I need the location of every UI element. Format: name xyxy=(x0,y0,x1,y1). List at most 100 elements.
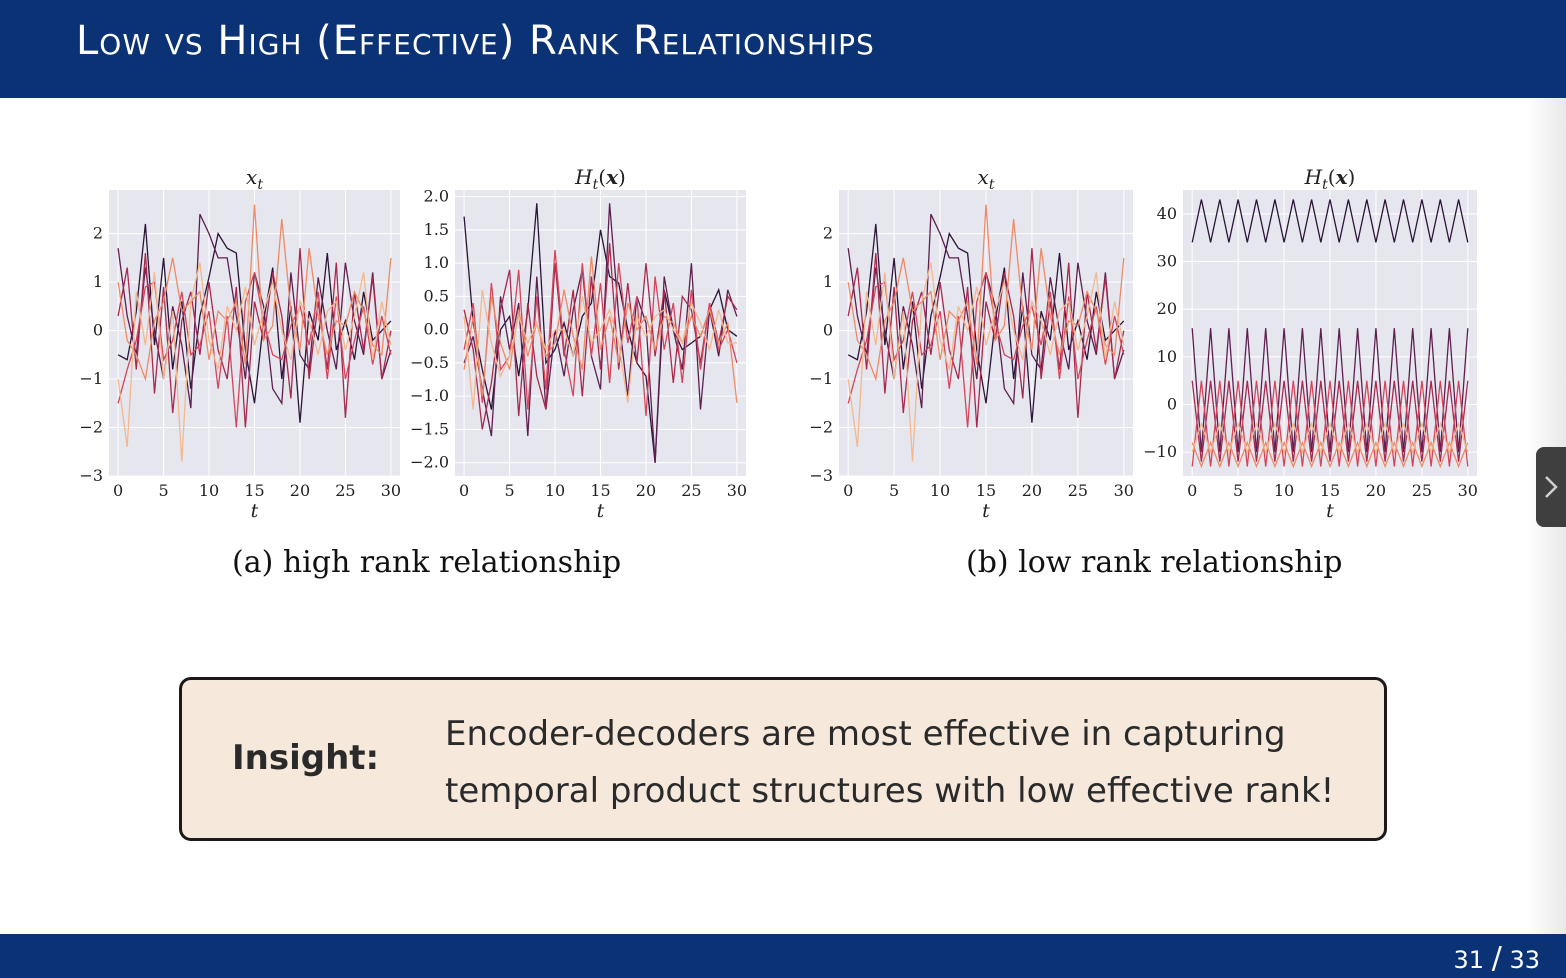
y-tick-label: 20 xyxy=(1157,299,1177,318)
x-tick-label: 15 xyxy=(1320,481,1340,500)
y-tick-label: −10 xyxy=(1143,442,1177,461)
next-slide-button[interactable] xyxy=(1536,447,1566,527)
y-tick-label: 30 xyxy=(1157,252,1177,271)
series-line-6 xyxy=(463,289,737,410)
series-line-5 xyxy=(1191,440,1469,469)
x-tick-label: 30 xyxy=(1458,481,1478,500)
series-line-1 xyxy=(847,223,1125,423)
series-line-1 xyxy=(1191,199,1469,243)
slide-header: Low vs High (Effective) Rank Relationshi… xyxy=(0,0,1566,98)
x-tick-label: 25 xyxy=(681,481,701,500)
series-line-1 xyxy=(463,203,738,463)
plot-title: xt xyxy=(978,165,995,193)
page-total: 33 xyxy=(1509,946,1540,974)
y-tick-label: 0 xyxy=(93,321,103,340)
plot-title: Ht(x) xyxy=(574,165,626,193)
x-tick-label: 20 xyxy=(1022,481,1042,500)
y-tick-label: −2 xyxy=(809,418,833,437)
insight-box: Insight: Encoder-decoders are most effec… xyxy=(179,677,1387,841)
series-line-6 xyxy=(117,262,392,462)
slide-footer: 31 / 33 xyxy=(0,934,1566,978)
x-tick-label: 0 xyxy=(843,481,853,500)
x-axis-label: t xyxy=(597,500,605,522)
series-line-6 xyxy=(847,262,1125,462)
series-line-3 xyxy=(1191,380,1469,462)
x-axis-label: t xyxy=(982,500,990,522)
y-tick-label: 2 xyxy=(823,224,833,243)
page-separator: / xyxy=(1491,941,1502,976)
slide-title: Low vs High (Effective) Rank Relationshi… xyxy=(76,18,875,64)
x-axis-label: t xyxy=(251,500,259,522)
series-line-4 xyxy=(847,272,1125,428)
x-tick-label: 20 xyxy=(1366,481,1386,500)
y-tick-label: 2.0 xyxy=(424,187,449,206)
series-line-3 xyxy=(463,243,738,430)
page-current: 31 xyxy=(1453,946,1485,974)
x-tick-label: 0 xyxy=(113,481,123,500)
y-tick-label: 0 xyxy=(1167,395,1177,414)
series-line-2 xyxy=(463,203,738,463)
plot-a-ht: 0 5 10 15 20 25 30 2.0 1.5 1.0 0.5 0.0 −0.5 −1.0 −1.5 −… xyxy=(410,165,747,522)
x-tick-label: 5 xyxy=(1233,481,1243,500)
plot-title: Ht(x) xyxy=(1304,165,1356,193)
x-tick-label: 0 xyxy=(1187,481,1197,500)
series-line-4 xyxy=(1191,380,1469,467)
y-tick-label: 40 xyxy=(1157,204,1177,223)
y-tick-label: −3 xyxy=(809,466,833,485)
y-tick-label: 10 xyxy=(1157,347,1177,366)
x-tick-label: 25 xyxy=(1412,481,1432,500)
x-tick-label: 30 xyxy=(1114,481,1134,500)
series-line-4 xyxy=(117,272,392,428)
x-tick-label: 5 xyxy=(504,481,514,500)
x-tick-label: 5 xyxy=(889,481,899,500)
plot-title: xt xyxy=(246,165,263,193)
x-tick-label: 20 xyxy=(636,481,656,500)
insight-text: Encoder-decoders are most effective in c… xyxy=(445,714,1335,811)
x-tick-label: 10 xyxy=(930,481,950,500)
y-tick-label: 2 xyxy=(93,224,103,243)
series-line-5 xyxy=(847,204,1125,382)
y-tick-label: −0.5 xyxy=(410,353,449,372)
x-tick-label: 30 xyxy=(381,481,401,500)
caption-a: (a) high rank relationship xyxy=(232,545,622,580)
x-tick-label: 20 xyxy=(290,481,310,500)
series-line-2 xyxy=(1191,328,1469,453)
series-line-5 xyxy=(117,204,392,382)
x-tick-label: 25 xyxy=(335,481,355,500)
y-tick-label: −1.5 xyxy=(410,419,449,438)
x-tick-label: 25 xyxy=(1068,481,1088,500)
y-tick-label: 0 xyxy=(823,321,833,340)
x-tick-label: 0 xyxy=(459,481,469,500)
y-tick-label: −3 xyxy=(79,466,103,485)
x-tick-label: 5 xyxy=(158,481,168,500)
x-tick-label: 15 xyxy=(590,481,610,500)
x-tick-label: 10 xyxy=(545,481,565,500)
x-tick-label: 10 xyxy=(1274,481,1294,500)
y-tick-label: 1.0 xyxy=(424,253,449,272)
series-line-6 xyxy=(1191,421,1469,455)
x-tick-label: 15 xyxy=(244,481,264,500)
x-tick-label: 15 xyxy=(976,481,996,500)
chevron-right-icon xyxy=(1545,476,1558,498)
series-line-5 xyxy=(463,256,738,403)
series-line-3 xyxy=(117,248,392,428)
series-line-3 xyxy=(847,248,1125,428)
series-line-1 xyxy=(117,223,392,423)
insight-label: Insight: xyxy=(232,738,380,778)
y-tick-label: −2.0 xyxy=(410,453,449,472)
x-tick-label: 30 xyxy=(727,481,747,500)
plot-b-ht: 0 5 10 15 20 25 30 40 30 20 10 0 −10 t Ht(x) xyxy=(1143,165,1478,522)
y-tick-label: −1 xyxy=(809,369,833,388)
x-axis-label: t xyxy=(1326,500,1334,522)
y-tick-label: 1 xyxy=(823,272,833,291)
y-tick-label: 1.5 xyxy=(424,220,449,239)
y-tick-label: 1 xyxy=(93,272,103,291)
page-counter: 31 / 33 xyxy=(1454,941,1540,976)
y-tick-label: 0.0 xyxy=(424,320,449,339)
x-tick-label: 10 xyxy=(199,481,219,500)
y-tick-label: −1.0 xyxy=(410,386,449,405)
y-tick-label: −2 xyxy=(79,418,103,437)
